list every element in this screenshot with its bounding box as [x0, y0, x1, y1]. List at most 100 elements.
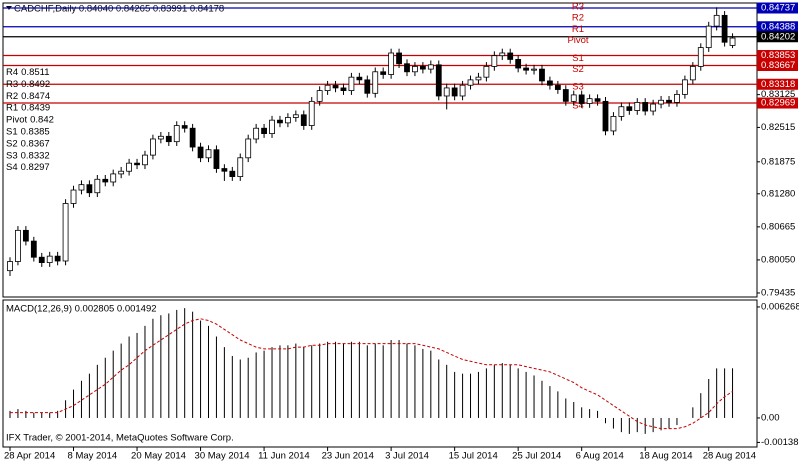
x-tick-label: 3 Jul 2014 — [385, 451, 429, 462]
pivot-name: S3 — [6, 150, 18, 161]
y-tick-label: 0.83125 — [761, 89, 795, 100]
candle-body — [658, 99, 664, 105]
candle-body — [531, 68, 537, 71]
candle-body — [86, 184, 93, 194]
candle-body — [412, 66, 418, 73]
pivot-value: 0.8474 — [21, 90, 50, 101]
candle-body — [467, 79, 474, 86]
candle-body — [78, 184, 85, 191]
pivot-value: 0.8439 — [21, 102, 50, 113]
candle-body — [205, 149, 212, 159]
candle-body — [419, 66, 426, 70]
candle-body — [594, 98, 601, 102]
pivot-value: 0.8367 — [21, 138, 50, 149]
pivot-name: Pivot — [6, 114, 27, 125]
price-marker — [757, 60, 798, 72]
y-tick-label: 0.80050 — [761, 254, 795, 265]
pivot-name: S1 — [6, 126, 18, 137]
y-tick-label: -0.001381 — [761, 437, 799, 448]
candle-body — [586, 98, 593, 104]
candle-body — [713, 14, 720, 27]
candle-body — [245, 138, 252, 159]
x-tick-label: 25 Jul 2014 — [512, 451, 561, 462]
y-tick-label: 0.006268 — [761, 301, 799, 312]
candle-body — [30, 240, 37, 258]
candle-body — [483, 66, 490, 78]
candle-body — [372, 71, 379, 94]
x-tick-label: 8 May 2014 — [68, 451, 118, 462]
pivot-value: 0.8511 — [21, 67, 49, 78]
candle-body — [38, 256, 45, 264]
candle-body — [173, 125, 180, 143]
pivot-value: 0.8297 — [21, 162, 50, 173]
candle-body — [689, 66, 696, 81]
candle-body — [62, 203, 69, 262]
candle-body — [261, 127, 267, 135]
candle-body — [396, 52, 402, 65]
pivot-level: R3 0.8492 — [6, 78, 50, 89]
price-marker — [757, 21, 798, 33]
candle-body — [70, 189, 77, 204]
price-marker — [757, 2, 798, 14]
candle-body — [308, 100, 315, 126]
candle-body — [602, 100, 609, 132]
candle-body — [443, 87, 450, 97]
candle-body — [221, 168, 228, 172]
pivot-name: R1 — [6, 102, 18, 113]
candle-body — [7, 261, 13, 272]
x-tick-label: 23 Jun 2014 — [322, 451, 374, 462]
candle-body — [253, 127, 260, 140]
candle-body — [618, 106, 625, 117]
pivot-level: S4 0.8297 — [6, 162, 50, 173]
candle-body — [22, 229, 29, 242]
price-marker — [757, 50, 798, 62]
candle-body — [181, 125, 188, 129]
y-tick-label: 0.82515 — [761, 122, 795, 133]
y-tick-label: 0.79435 — [761, 287, 795, 298]
level-tag: S2 — [572, 64, 584, 75]
price-marker-label: 0.84202 — [761, 31, 795, 42]
candle-body — [578, 94, 585, 104]
candle-body — [348, 76, 355, 92]
y-tick-label: 0.81875 — [761, 156, 795, 167]
price-marker-label: 0.83667 — [761, 60, 795, 71]
candle-body — [523, 67, 529, 71]
x-tick-label: 28 Aug 2014 — [703, 451, 756, 462]
candle-body — [507, 52, 514, 60]
candle-body — [229, 170, 236, 178]
candle-body — [562, 89, 569, 102]
candle-body — [451, 87, 458, 97]
price-pane — [2, 2, 758, 298]
candle-body — [277, 119, 283, 124]
candle-body — [237, 157, 244, 178]
level-tag: S3 — [572, 82, 584, 93]
candle-body — [435, 64, 442, 97]
candle-body — [118, 170, 125, 175]
pivot-level: S2 0.8367 — [6, 138, 50, 149]
x-tick-label: 6 Aug 2014 — [576, 451, 624, 462]
pivot-level: R2 0.8474 — [6, 90, 50, 101]
candle-body — [547, 80, 553, 86]
candle-body — [165, 135, 172, 143]
candle-body — [729, 37, 736, 46]
candle-body — [404, 63, 410, 73]
candle-body — [666, 99, 672, 103]
level-tag: R1 — [572, 24, 584, 35]
candle-body — [324, 84, 331, 92]
candle-body — [674, 93, 680, 103]
price-marker-label: 0.83318 — [761, 79, 795, 90]
candle-body — [300, 114, 307, 126]
price-marker — [757, 31, 798, 43]
x-tick-label: 15 Jul 2014 — [449, 451, 498, 462]
candle-body — [705, 25, 712, 49]
candle-body — [150, 138, 156, 156]
candle-body — [610, 116, 617, 132]
candle-body — [269, 119, 275, 135]
level-tag: S4 — [572, 100, 584, 111]
y-tick-label: 0.80665 — [761, 221, 795, 232]
macd-pane — [2, 299, 758, 448]
price-marker-label: 0.82969 — [761, 98, 795, 109]
copyright: IFX Trader, © 2001-2014, MetaQuotes Soft… — [6, 433, 234, 444]
x-tick-label: 20 May 2014 — [131, 451, 186, 462]
